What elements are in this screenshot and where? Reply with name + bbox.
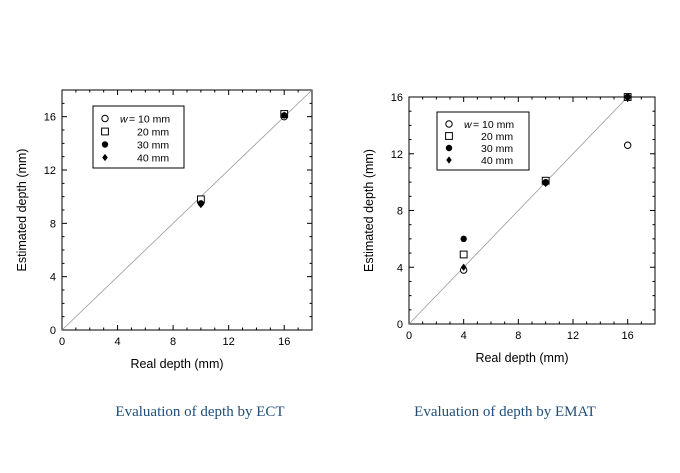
legend-box — [436, 111, 530, 171]
x-tick-label: 8 — [170, 336, 176, 348]
y-tick-label: 0 — [397, 319, 403, 331]
x-tick-label: 16 — [622, 330, 634, 342]
legend-marker — [445, 120, 453, 128]
legend-label: 30 mm — [137, 140, 169, 152]
y-tick-label: 16 — [391, 92, 403, 104]
emat-chart-panel: 0 4 8 12 16 0 4 8 12 16 Real depth (mm) Estimated d… — [340, 0, 680, 473]
legend-w-symbol: w — [120, 114, 129, 126]
y-tick-label: 0 — [50, 325, 56, 337]
legend-label: 30 mm — [481, 143, 513, 155]
data-point — [198, 201, 204, 209]
legend-box — [92, 105, 185, 169]
data-point — [623, 141, 632, 149]
y-tick-label: 4 — [397, 262, 403, 274]
y-tick-label: 12 — [391, 149, 403, 161]
x-tick-label: 4 — [114, 336, 120, 348]
legend-w-symbol: w — [464, 119, 473, 131]
legend-label: 40 mm — [481, 155, 513, 167]
y-tick-label: 4 — [50, 272, 56, 284]
legend-marker — [101, 114, 109, 123]
y-tick-label: 8 — [50, 218, 56, 230]
x-tick-label: 12 — [223, 336, 235, 348]
legend-label: 20 mm — [137, 127, 169, 139]
legend-label: 20 mm — [481, 131, 513, 143]
legend-label: = 10 mm — [129, 114, 170, 126]
legend-marker — [445, 144, 453, 152]
legend-marker — [445, 132, 453, 140]
data-point — [459, 250, 468, 259]
x-tick-label: 16 — [278, 336, 290, 348]
data-point — [624, 93, 631, 101]
x-tick-label: 0 — [59, 336, 65, 348]
y-tick-label: 12 — [44, 165, 56, 177]
emat-caption: Evaluation of depth by EMAT — [414, 404, 596, 420]
emat-chart: 0 4 8 12 16 0 4 8 12 16 Real depth (mm) Estimated d… — [362, 92, 656, 365]
x-axis-label: Real depth (mm) — [130, 357, 223, 371]
ect-chart: 0 4 8 12 16 0 4 8 12 16 Real depth (mm) Estimated d… — [15, 89, 313, 371]
legend-marker — [101, 141, 109, 148]
x-tick-label: 0 — [406, 330, 412, 342]
reference-line — [408, 96, 628, 325]
y-axis-label: Estimated depth (mm) — [362, 149, 376, 272]
x-tick-label: 8 — [515, 330, 521, 342]
y-axis-label: Estimated depth (mm) — [15, 149, 29, 272]
data-point — [542, 179, 549, 188]
legend-label: 40 mm — [137, 153, 169, 165]
ect-chart-panel: 0 4 8 12 16 0 4 8 12 16 Real depth (mm) Estimated d… — [15, 89, 313, 371]
data-point — [460, 235, 467, 243]
y-tick-label: 16 — [44, 112, 56, 124]
legend-marker — [102, 153, 108, 162]
legend-label: = 10 mm — [473, 119, 514, 131]
legend-marker — [446, 156, 452, 164]
legend-marker — [101, 127, 109, 136]
x-tick-label: 4 — [461, 330, 467, 342]
data-point — [281, 111, 288, 119]
ect-caption: Evaluation of depth by ECT — [115, 404, 285, 420]
reference-line — [61, 89, 313, 331]
x-tick-label: 12 — [567, 330, 579, 342]
y-tick-label: 8 — [397, 206, 403, 218]
x-axis-label: Real depth (mm) — [475, 351, 568, 365]
